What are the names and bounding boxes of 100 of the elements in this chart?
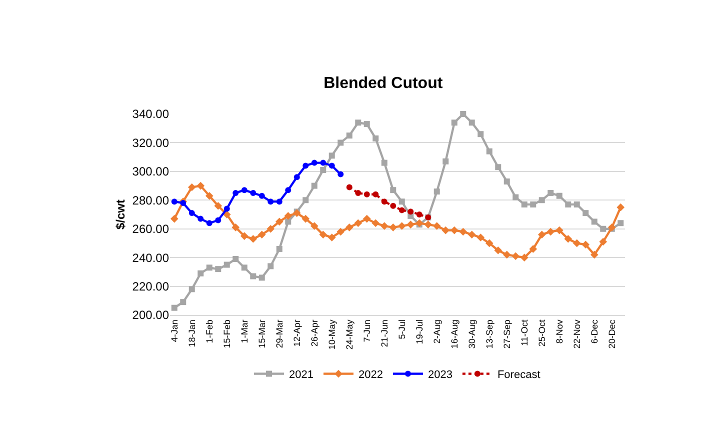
point (311, 182, 318, 189)
point (546, 228, 555, 236)
point (530, 201, 536, 208)
legend-label: 2022 (358, 369, 383, 382)
point (406, 220, 415, 228)
point (188, 210, 195, 216)
x-tick-label: 11-Oct (519, 319, 530, 346)
point (520, 254, 528, 262)
point (224, 206, 230, 212)
point (311, 160, 318, 166)
point (618, 220, 624, 226)
x-tick-label: 27-Sep (502, 320, 512, 349)
point (284, 212, 292, 220)
point (268, 263, 274, 270)
point (590, 250, 598, 259)
point (434, 188, 440, 195)
point (502, 250, 511, 259)
point (206, 264, 212, 271)
point (432, 222, 441, 230)
point (266, 224, 275, 233)
x-tick-label: 16-Aug (449, 320, 460, 349)
x-tick-label: 2-Aug (432, 320, 442, 344)
point (599, 238, 608, 246)
x-tick-label: 30-Aug (466, 320, 477, 349)
x-tick-label: 25-Oct (536, 319, 547, 347)
point (372, 219, 380, 228)
point (198, 216, 204, 222)
legend-label: 2021 (289, 369, 314, 382)
point (468, 230, 476, 238)
point (398, 207, 405, 214)
point (512, 194, 519, 200)
point (328, 152, 335, 159)
point (556, 192, 562, 199)
point (564, 235, 572, 243)
point (275, 218, 284, 226)
point (232, 256, 239, 262)
y-axis-title: $/cwt (114, 199, 128, 230)
point (355, 190, 362, 196)
point (302, 214, 310, 223)
legend-label: 2023 (428, 369, 452, 382)
point (485, 239, 494, 248)
point (460, 111, 466, 117)
point (310, 222, 318, 230)
point (362, 214, 371, 223)
x-tick-label: 5-Jul (396, 320, 407, 340)
point (600, 226, 606, 232)
point (494, 246, 502, 254)
point (451, 120, 458, 126)
point (171, 304, 178, 311)
point (276, 198, 282, 205)
point (258, 192, 265, 199)
x-tick-label: 13-Sep (484, 320, 494, 349)
x-tick-label: 29-Mar (274, 320, 284, 348)
point (232, 190, 239, 196)
point (572, 239, 581, 248)
x-tick-label: 22-Nov (572, 319, 582, 349)
point (319, 230, 328, 238)
y-tick-label: 300.00 (132, 164, 170, 179)
point (538, 230, 546, 238)
point (565, 201, 572, 208)
x-tick-label: 6-Dec (589, 319, 600, 344)
point (180, 299, 186, 306)
x-tick-label: 8-Nov (554, 319, 564, 344)
legend-label: Forecast (497, 369, 540, 382)
point (354, 219, 362, 228)
point (381, 198, 388, 205)
point (285, 218, 292, 225)
point (345, 224, 354, 232)
point (398, 222, 406, 230)
point (198, 270, 204, 276)
point (442, 158, 449, 164)
point (548, 190, 554, 196)
y-tick-label: 320.00 (132, 136, 170, 150)
point (214, 202, 222, 210)
point (574, 201, 580, 208)
y-tick-label: 200.00 (132, 308, 170, 322)
point (249, 235, 258, 243)
point (424, 220, 432, 228)
point (521, 201, 528, 208)
point (241, 264, 248, 271)
chart-title: Blended Cutout (324, 74, 444, 92)
point (338, 140, 344, 146)
point (328, 234, 336, 242)
point (241, 187, 248, 194)
point (328, 162, 335, 169)
x-tick-label: 19-Jul (414, 320, 424, 344)
point (320, 166, 326, 173)
x-tick-label: 20-Dec (606, 319, 617, 349)
point (442, 226, 450, 234)
point (215, 266, 222, 272)
point (390, 187, 396, 194)
point (276, 246, 282, 252)
point (346, 132, 352, 139)
point (504, 178, 510, 184)
point (206, 220, 212, 226)
point (390, 202, 396, 209)
point (398, 198, 405, 205)
point (486, 148, 492, 154)
x-tick-label: 15-Feb (222, 320, 232, 348)
point (320, 160, 326, 166)
